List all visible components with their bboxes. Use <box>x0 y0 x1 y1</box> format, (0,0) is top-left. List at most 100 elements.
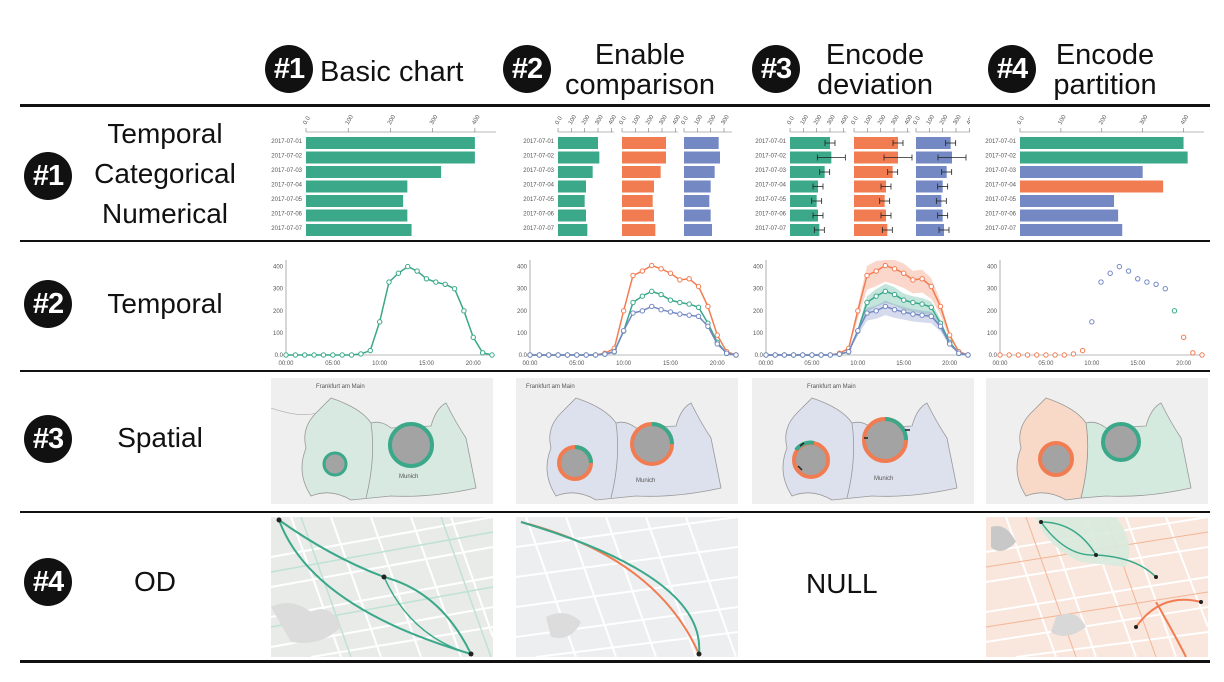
partition-point <box>1006 352 1012 358</box>
bar-axis-tick-label: 400 <box>1180 114 1191 126</box>
cmp-blue-point <box>705 323 711 329</box>
map-label-frankfurt-2: Frankfurt am Main <box>526 384 575 390</box>
cmp-green-point <box>667 297 674 303</box>
bar-date-label: 2017-07-06 <box>523 212 554 218</box>
bar-date-label: 2017-07-03 <box>523 168 554 174</box>
basic-point <box>461 308 467 314</box>
dev-orange-point <box>864 272 870 279</box>
line-x-tick-label: 10:00 <box>616 361 632 367</box>
bar-compare_orange <box>622 137 666 149</box>
dev-blue-point <box>800 352 806 358</box>
line-x-tick-label: 20:00 <box>710 361 726 367</box>
bar-dev-compare_orange <box>854 209 886 222</box>
dev-orange-point <box>910 277 916 283</box>
col2-title: Enable comparison <box>555 40 725 100</box>
bar-date-label: 2017-07-05 <box>271 197 302 203</box>
cmp-blue-point <box>583 352 589 358</box>
bar-date-label: 2017-07-07 <box>523 226 554 232</box>
bar-partition <box>1020 180 1164 193</box>
bar-axis-tick-label: 100 <box>800 114 811 126</box>
line-x-tick-label: 00:00 <box>278 361 294 367</box>
line-x-tick-label: 10:00 <box>850 361 866 367</box>
line-y-tick-label: 400 <box>987 265 998 271</box>
bar-dev-compare_green <box>790 209 818 222</box>
dev-blue-point <box>937 323 944 329</box>
line-x-tick-label: 10:00 <box>1084 361 1100 367</box>
cmp-orange-point <box>658 266 664 272</box>
bar-axis-tick-label: 300 <box>891 114 902 126</box>
line-x-tick-label: 15:00 <box>1130 361 1146 367</box>
basic-point <box>358 351 364 357</box>
line-x-tick-label: 00:00 <box>522 361 538 367</box>
bar-dev-compare_green <box>790 224 820 236</box>
bar-axis-tick-label: 300 <box>595 114 606 126</box>
bar-axis-tick-label: 400 <box>840 114 851 126</box>
cmp-blue-point <box>677 311 683 317</box>
line-chart-deviation: 0.0 100 200 300 400 00:00 05:00 10:00 15:00 20:00 <box>753 260 971 367</box>
bar-basic <box>306 224 412 236</box>
line-y-tick-label: 400 <box>517 265 528 271</box>
spatial-circle-small <box>322 451 348 477</box>
partition-point <box>1153 281 1159 288</box>
bar-axis-tick-label: 200 <box>707 114 718 126</box>
dev-blue-point <box>864 310 870 316</box>
bar-date-label: 2017-07-05 <box>985 197 1016 203</box>
row4-badge: #4 <box>24 558 72 606</box>
bar-dev-compare_green <box>790 151 832 164</box>
dev-orange-point <box>891 266 898 272</box>
row1-label-line1: Temporal <box>107 118 223 149</box>
cmp-orange-point <box>695 283 702 290</box>
dev-blue-point <box>873 308 879 314</box>
bar-compare_green <box>558 180 586 193</box>
dev-blue-point <box>891 307 898 313</box>
dev-green-point <box>928 304 934 310</box>
cmp-blue-point <box>611 348 617 355</box>
bar-date-label: 2017-07-01 <box>985 139 1016 145</box>
bar-axis-tick-label: 0.0 <box>555 115 565 126</box>
dev-blue-point <box>845 348 852 355</box>
line-y-tick-label: 100 <box>517 331 528 337</box>
row1-label-line2: Categorical <box>94 158 236 189</box>
dev-green-point <box>873 293 879 299</box>
basic-point <box>395 270 402 276</box>
cmp-orange-point <box>686 276 692 282</box>
cmp-orange-point <box>620 308 627 314</box>
cmp-blue-point <box>630 310 636 316</box>
dev-orange-point <box>946 332 953 338</box>
bar-basic <box>306 180 408 193</box>
basic-point <box>320 352 327 358</box>
bar-date-label: 2017-07-06 <box>985 212 1016 218</box>
partition-point <box>1199 352 1205 358</box>
bar-dev-compare_blue <box>916 180 943 193</box>
dev-blue-point <box>882 303 889 310</box>
bar-date-label: 2017-07-07 <box>755 226 786 232</box>
bar-axis-tick-label: 200 <box>645 114 656 126</box>
bar-date-label: 2017-07-04 <box>271 183 302 189</box>
row2-label: Temporal <box>107 288 223 319</box>
line-y-tick-label: 400 <box>273 265 284 271</box>
bar-basic <box>306 151 475 164</box>
line-x-tick-label: 15:00 <box>419 361 435 367</box>
dev-blue-point <box>781 352 788 358</box>
bar-dev-compare_green <box>790 195 817 207</box>
bar-dev-compare_orange <box>854 137 898 149</box>
dev-green-point <box>864 299 870 306</box>
spatial-circle-part-right <box>1101 422 1141 462</box>
bar-dev-compare_blue <box>916 166 947 178</box>
line-x-tick-label: 10:00 <box>372 361 388 367</box>
bar-basic <box>306 137 475 149</box>
row1-badge: #1 <box>24 152 72 200</box>
dev-green-point <box>919 301 925 307</box>
line-y-tick-label: 100 <box>753 331 764 337</box>
bar-dev-compare_blue <box>916 209 943 222</box>
map-label-frankfurt-3: Frankfurt am Main <box>807 384 856 390</box>
cmp-orange-point <box>639 268 646 274</box>
bar-date-label: 2017-07-01 <box>271 139 302 145</box>
col2-badge: #2 <box>503 45 551 93</box>
basic-point <box>451 286 458 292</box>
col2-title-text: Enable comparison <box>565 39 715 101</box>
bar-compare_green <box>558 209 586 222</box>
bar-date-label: 2017-07-07 <box>271 226 302 232</box>
bar-dev-compare_blue <box>916 195 942 207</box>
dev-green-point <box>910 299 916 306</box>
